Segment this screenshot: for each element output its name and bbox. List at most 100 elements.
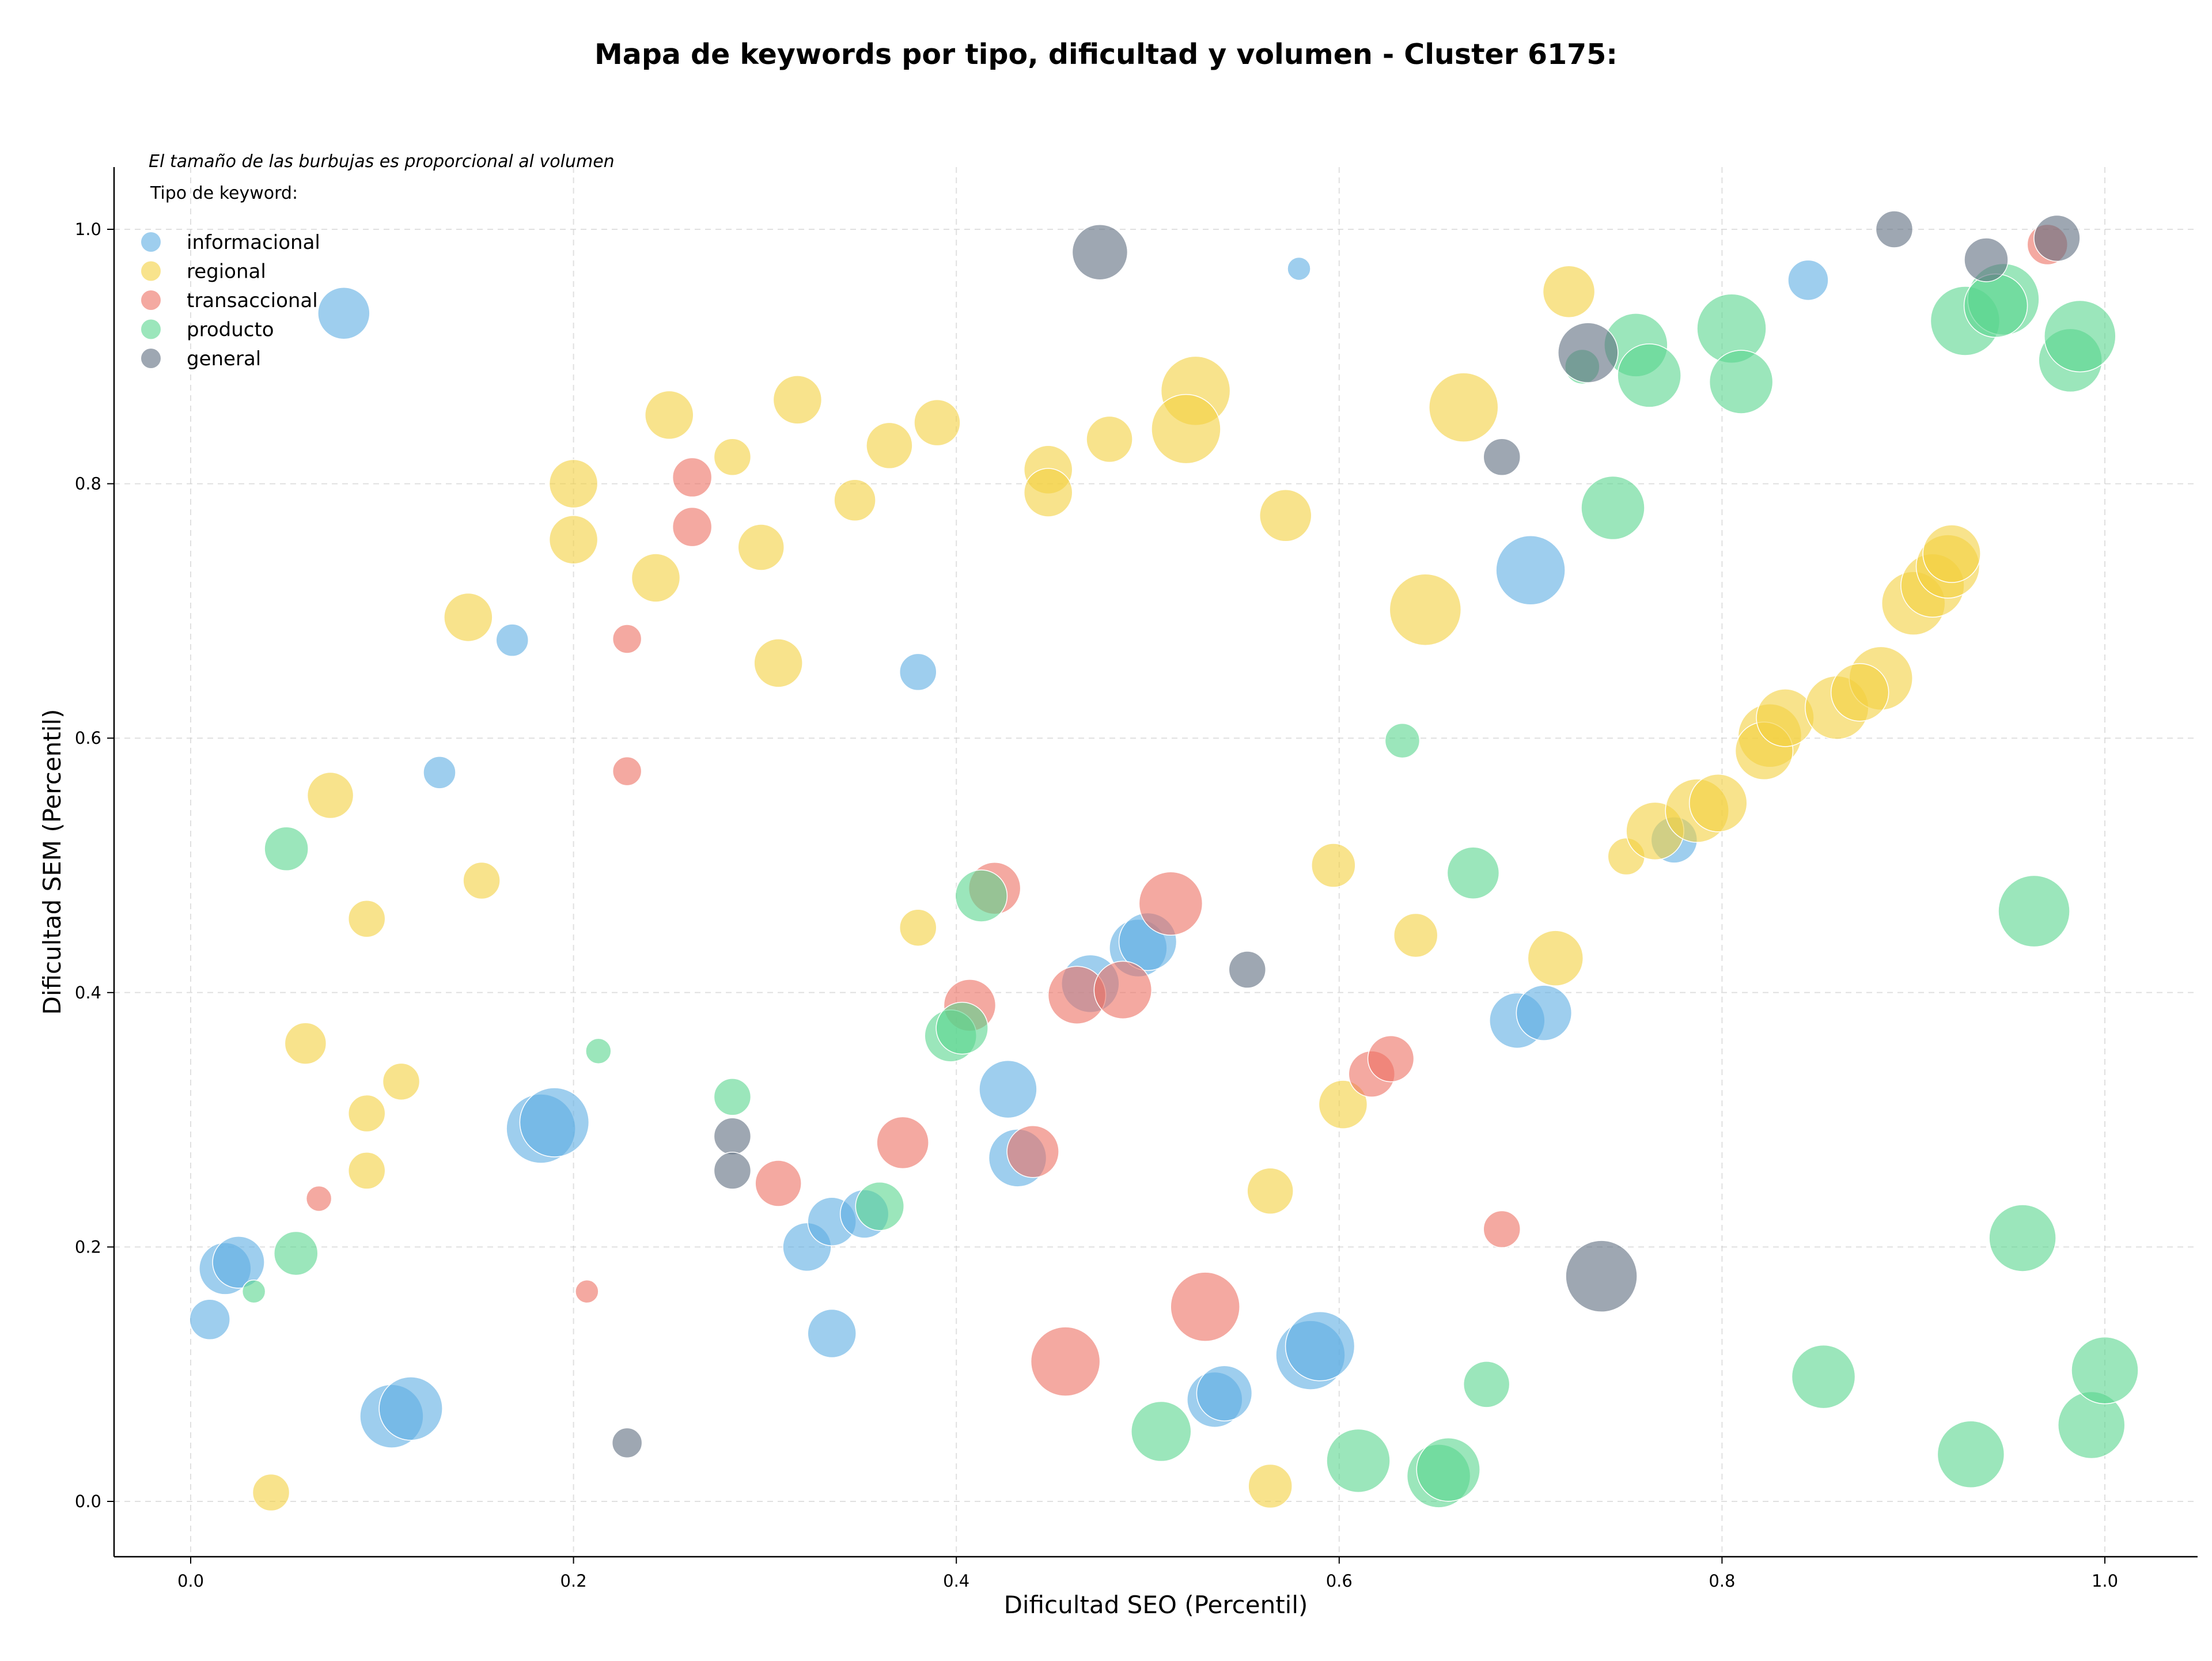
bubble-informacional-5	[423, 756, 456, 789]
bubble-general-0	[1071, 224, 1128, 281]
bubble-producto-7	[935, 1001, 988, 1055]
bubble-regional-1	[548, 459, 599, 509]
y-tick-label: 1.0	[75, 220, 101, 239]
bubble-informacional-26	[1285, 1311, 1355, 1382]
y-tick-label: 0.2	[75, 1237, 101, 1257]
bubble-regional-11	[753, 638, 803, 688]
bubble-transaccional-5	[575, 1279, 599, 1304]
legend-marker-general	[141, 349, 161, 368]
x-tick-label: 1.0	[2092, 1571, 2118, 1591]
bubble-regional-23	[347, 899, 386, 938]
bubble-regional-42	[1756, 688, 1815, 747]
bubble-producto-16	[1581, 475, 1645, 540]
bubble-regional-2	[548, 515, 599, 565]
y-tick-label: 0.6	[75, 728, 101, 748]
legend-label-producto: producto	[187, 319, 274, 342]
bubble-general-8	[1875, 210, 1914, 248]
bubble-regional-25	[382, 1062, 421, 1101]
bubble-regional-28	[899, 909, 937, 947]
bubble-general-7	[1565, 1240, 1638, 1312]
bubble-informacional-11	[519, 1087, 590, 1157]
bubble-producto-22	[1791, 1344, 1856, 1409]
bubble-regional-16	[1151, 394, 1221, 464]
bubble-general-4	[1228, 951, 1267, 989]
bubble-informacional-3	[495, 623, 529, 657]
bubble-regional-5	[772, 375, 823, 425]
bubble-producto-21	[1709, 350, 1774, 414]
bubble-producto-15	[1446, 846, 1500, 899]
bubble-regional-34	[252, 1473, 290, 1512]
x-axis-label: Dificultad SEO (Percentil)	[1004, 1591, 1308, 1619]
bubble-transaccional-13	[1138, 871, 1203, 936]
bubble-regional-8	[631, 553, 681, 603]
bubble-producto-1	[274, 1231, 319, 1276]
bubble-transaccional-0	[672, 457, 713, 498]
legend-marker-producto	[141, 319, 161, 339]
chart-title: Mapa de keywords por tipo, dificultad y …	[594, 38, 1618, 71]
bubble-informacional-28	[1516, 985, 1573, 1041]
bubble-general-2	[713, 1117, 752, 1156]
bubble-regional-3	[645, 390, 694, 440]
bubble-regional-10	[834, 479, 876, 522]
bubble-regional-4	[713, 438, 752, 476]
bubble-producto-26	[1998, 875, 2070, 948]
bubble-producto-25	[1963, 273, 2028, 338]
y-tick-label: 0.0	[75, 1492, 101, 1511]
bubble-producto-14	[1384, 722, 1421, 759]
grid-lines	[114, 167, 2198, 1557]
bubble-regional-6	[866, 422, 913, 470]
bubble-transaccional-10	[1006, 1125, 1059, 1178]
legend-label-regional: regional	[187, 260, 266, 283]
x-tick-label: 0.6	[1326, 1571, 1353, 1591]
bubble-informacional-16	[807, 1308, 857, 1359]
bubble-transaccional-14	[1170, 1272, 1240, 1342]
bubble-regional-13	[1023, 468, 1073, 517]
bubble-producto-12	[1416, 1437, 1480, 1502]
x-tick-label: 0.0	[177, 1571, 204, 1591]
bubble-producto-29	[2044, 300, 2116, 373]
bubble-informacional-9	[212, 1236, 265, 1289]
bubble-informacional-1	[1287, 256, 1311, 281]
bubble-regional-39	[1689, 774, 1748, 833]
bubble-informacional-2	[1787, 259, 1829, 301]
x-tick-label: 0.8	[1709, 1571, 1735, 1591]
y-axis-label: Dificultad SEM (Percentil)	[38, 709, 66, 1015]
bubble-producto-0	[264, 826, 309, 872]
bubble-general-9	[1964, 237, 2009, 282]
bubble-regional-45	[1830, 663, 1889, 722]
bubble-regional-9	[737, 524, 785, 571]
bubble-producto-3	[585, 1038, 612, 1065]
bubble-regional-19	[1542, 265, 1596, 318]
bubble-transaccional-12	[1093, 960, 1153, 1020]
bubble-producto-10	[1326, 1428, 1391, 1493]
legend-marker-informacional	[141, 232, 161, 252]
bubble-transaccional-6	[755, 1160, 802, 1207]
bubble-producto-2	[241, 1279, 266, 1304]
bubble-regional-24	[284, 1022, 327, 1065]
bubble-transaccional-2	[612, 624, 642, 654]
bubble-transaccional-3	[612, 756, 642, 786]
bubble-regional-18	[1429, 372, 1499, 442]
bubble-producto-8	[955, 869, 1008, 922]
bubble-regional-7	[914, 399, 961, 447]
legend-marker-regional	[141, 261, 161, 281]
bubble-informacional-13	[378, 1376, 443, 1441]
bubble-regional-33	[1247, 1167, 1294, 1214]
legend-label-informacional: informacional	[187, 231, 320, 254]
legend-title: Tipo de keyword:	[150, 183, 298, 203]
bubble-transaccional-7	[876, 1116, 929, 1170]
y-tick-label: 0.8	[75, 474, 101, 494]
bubble-regional-35	[1248, 1463, 1293, 1509]
bubble-regional-29	[1311, 843, 1356, 888]
bubble-regional-21	[306, 771, 354, 819]
legend: Tipo de keyword: informacional regional tr…	[141, 183, 320, 370]
x-tick-label: 0.4	[943, 1571, 969, 1591]
bubble-producto-30	[1937, 1420, 2005, 1489]
bubble-informacional-7	[189, 1299, 230, 1341]
y-tick-label: 0.4	[75, 983, 101, 1002]
bubble-transaccional-18	[1483, 1210, 1521, 1248]
x-tick-label: 0.2	[560, 1571, 587, 1591]
bubble-informacional-4	[899, 653, 937, 691]
bubble-regional-0	[444, 592, 493, 642]
